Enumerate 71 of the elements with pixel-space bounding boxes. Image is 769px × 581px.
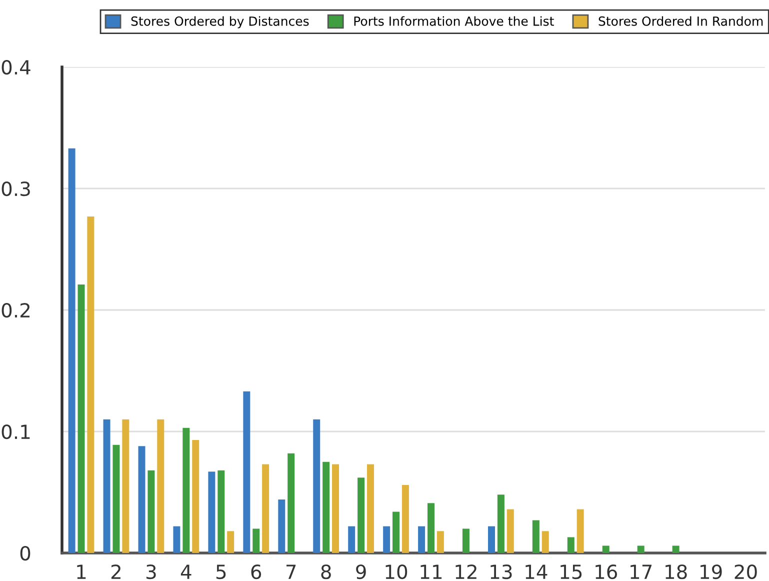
y-tick-label: 0.4 [2, 60, 30, 75]
y-tick-label: 0.1 [2, 424, 30, 440]
x-tick-label: 1 [77, 564, 86, 579]
bar [157, 419, 164, 553]
legend-label: Stores Ordered by Distances [131, 16, 309, 28]
bar [506, 509, 514, 553]
bar [497, 494, 504, 553]
bar [672, 546, 680, 553]
x-tick-label: 6 [251, 564, 262, 580]
bar [567, 537, 574, 553]
bar [173, 526, 180, 553]
x-tick-label: 3 [146, 564, 156, 580]
bar [138, 446, 146, 553]
x-tick-label: 9 [356, 564, 366, 580]
x-tick-label: 13 [490, 564, 512, 580]
x-tick-label: 5 [216, 564, 226, 580]
x-tick-label: 19 [700, 564, 722, 580]
bar [278, 500, 286, 553]
x-tick-label: 11 [420, 564, 442, 579]
legend-label: Ports Information Above the List [354, 16, 554, 26]
bar [288, 453, 295, 553]
bar [68, 148, 76, 553]
bar [366, 464, 374, 553]
bar [427, 503, 434, 553]
bar [182, 428, 190, 553]
bar [103, 419, 110, 553]
bar [637, 546, 644, 553]
bar [383, 526, 390, 553]
x-tick-label: 14 [526, 564, 548, 579]
x-tick-label: 12 [456, 564, 476, 579]
bar [322, 462, 330, 553]
bar [418, 526, 426, 553]
x-tick-label: 16 [596, 564, 618, 580]
x-tick-label: 10 [386, 564, 408, 580]
bar [148, 470, 155, 553]
bar [122, 419, 130, 553]
bar [358, 478, 365, 553]
x-tick-label: 15 [560, 564, 582, 580]
bar [532, 520, 540, 553]
y-tick-label: 0 [20, 546, 30, 561]
bar [392, 512, 400, 553]
bar [87, 216, 94, 553]
bar [78, 284, 85, 553]
bar [462, 528, 470, 553]
bar [112, 444, 120, 553]
x-tick-label: 17 [630, 564, 652, 579]
bar [252, 528, 260, 553]
y-tick-label: 0.3 [2, 181, 30, 196]
bar [218, 470, 225, 553]
bar [488, 526, 495, 553]
x-tick-label: 7 [286, 564, 296, 579]
bar [576, 509, 584, 553]
x-tick-label: 20 [734, 564, 757, 580]
bar [208, 472, 216, 553]
x-tick-label: 18 [666, 564, 687, 580]
bar [332, 464, 340, 553]
bar [227, 531, 234, 553]
bar [262, 464, 270, 553]
legend-label: Stores Ordered In Random [598, 16, 763, 26]
bar [602, 546, 610, 553]
y-tick-label: 0.2 [2, 302, 30, 318]
x-tick-label: 2 [111, 564, 120, 579]
bar [436, 531, 444, 553]
bar [313, 419, 320, 553]
x-tick-label: 8 [321, 564, 331, 580]
bar [192, 440, 200, 553]
bar [243, 391, 250, 553]
x-tick-label: 4 [180, 564, 192, 579]
bar [402, 484, 409, 553]
bar [542, 531, 549, 553]
bar [348, 526, 356, 553]
